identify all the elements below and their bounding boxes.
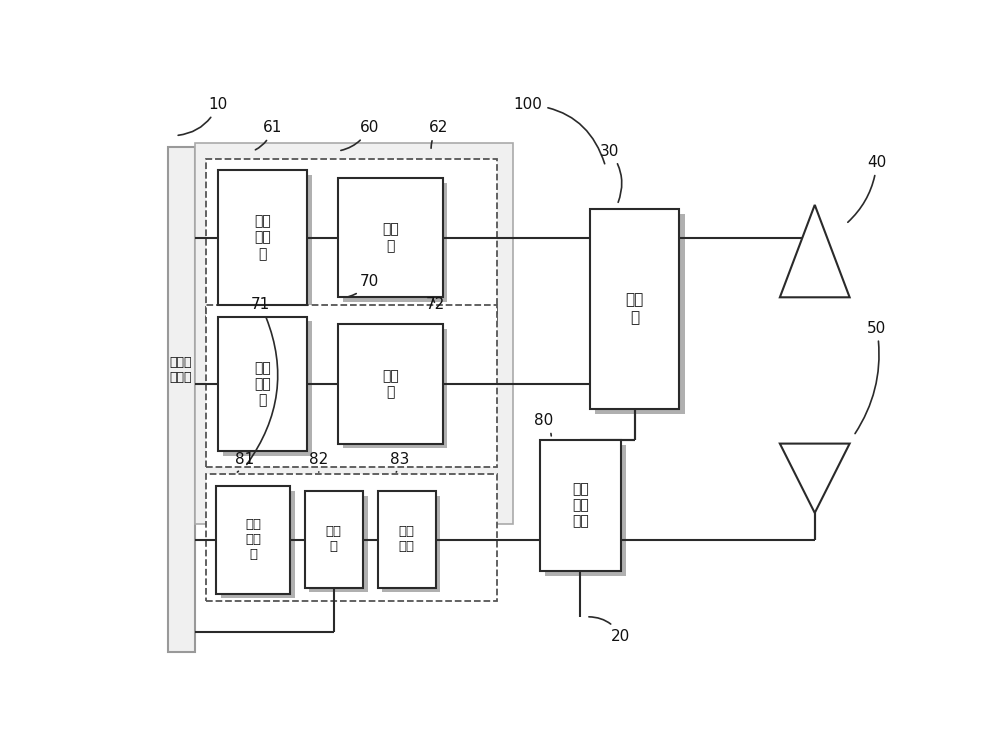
Polygon shape [780, 443, 850, 513]
Text: 61: 61 [255, 121, 282, 150]
Text: 滤波
模块: 滤波 模块 [399, 525, 415, 554]
Text: 射频收
发模块: 射频收 发模块 [170, 356, 192, 384]
Text: 10: 10 [178, 98, 228, 136]
Text: 功率
放大
器: 功率 放大 器 [245, 519, 261, 561]
Text: 信号
切换
开关: 信号 切换 开关 [572, 482, 589, 528]
Text: 50: 50 [855, 320, 886, 434]
Bar [309, 496, 368, 592]
Bar [206, 475, 497, 601]
Bar [378, 492, 436, 588]
Bar [540, 440, 621, 571]
Text: 合路
器: 合路 器 [625, 293, 644, 325]
Text: 83: 83 [390, 451, 410, 472]
Text: 81: 81 [236, 451, 255, 472]
Text: 双工
器: 双工 器 [326, 525, 342, 554]
Text: 72: 72 [425, 297, 445, 312]
Bar [343, 329, 447, 448]
Text: 30: 30 [600, 144, 622, 203]
Bar [206, 305, 497, 466]
Bar [338, 324, 443, 443]
Bar [223, 175, 312, 310]
Bar [223, 321, 312, 456]
Bar [218, 317, 307, 451]
Bar [595, 214, 685, 414]
Bar [343, 183, 447, 302]
Text: 60: 60 [341, 121, 379, 150]
Polygon shape [780, 205, 850, 297]
Text: 双工
器: 双工 器 [382, 223, 399, 253]
Bar [382, 496, 440, 592]
Bar [206, 159, 497, 320]
Text: 70: 70 [349, 274, 379, 297]
Bar [168, 148, 195, 651]
Bar [305, 492, 363, 588]
Text: 功率
放大
器: 功率 放大 器 [254, 361, 271, 407]
Bar [218, 171, 307, 305]
Bar [216, 486, 290, 594]
Text: 双工
器: 双工 器 [382, 369, 399, 399]
Text: 100: 100 [514, 98, 605, 164]
Bar [221, 490, 295, 598]
Text: 20: 20 [589, 617, 631, 644]
Text: 80: 80 [534, 413, 553, 436]
Bar [338, 178, 443, 297]
Text: 62: 62 [429, 121, 449, 148]
Text: 71: 71 [247, 297, 278, 464]
Text: 功率
放大
器: 功率 放大 器 [254, 215, 271, 261]
Bar [590, 209, 679, 409]
Text: 82: 82 [309, 451, 328, 472]
Text: 40: 40 [848, 155, 886, 222]
Bar [195, 143, 512, 524]
Bar [545, 446, 626, 576]
